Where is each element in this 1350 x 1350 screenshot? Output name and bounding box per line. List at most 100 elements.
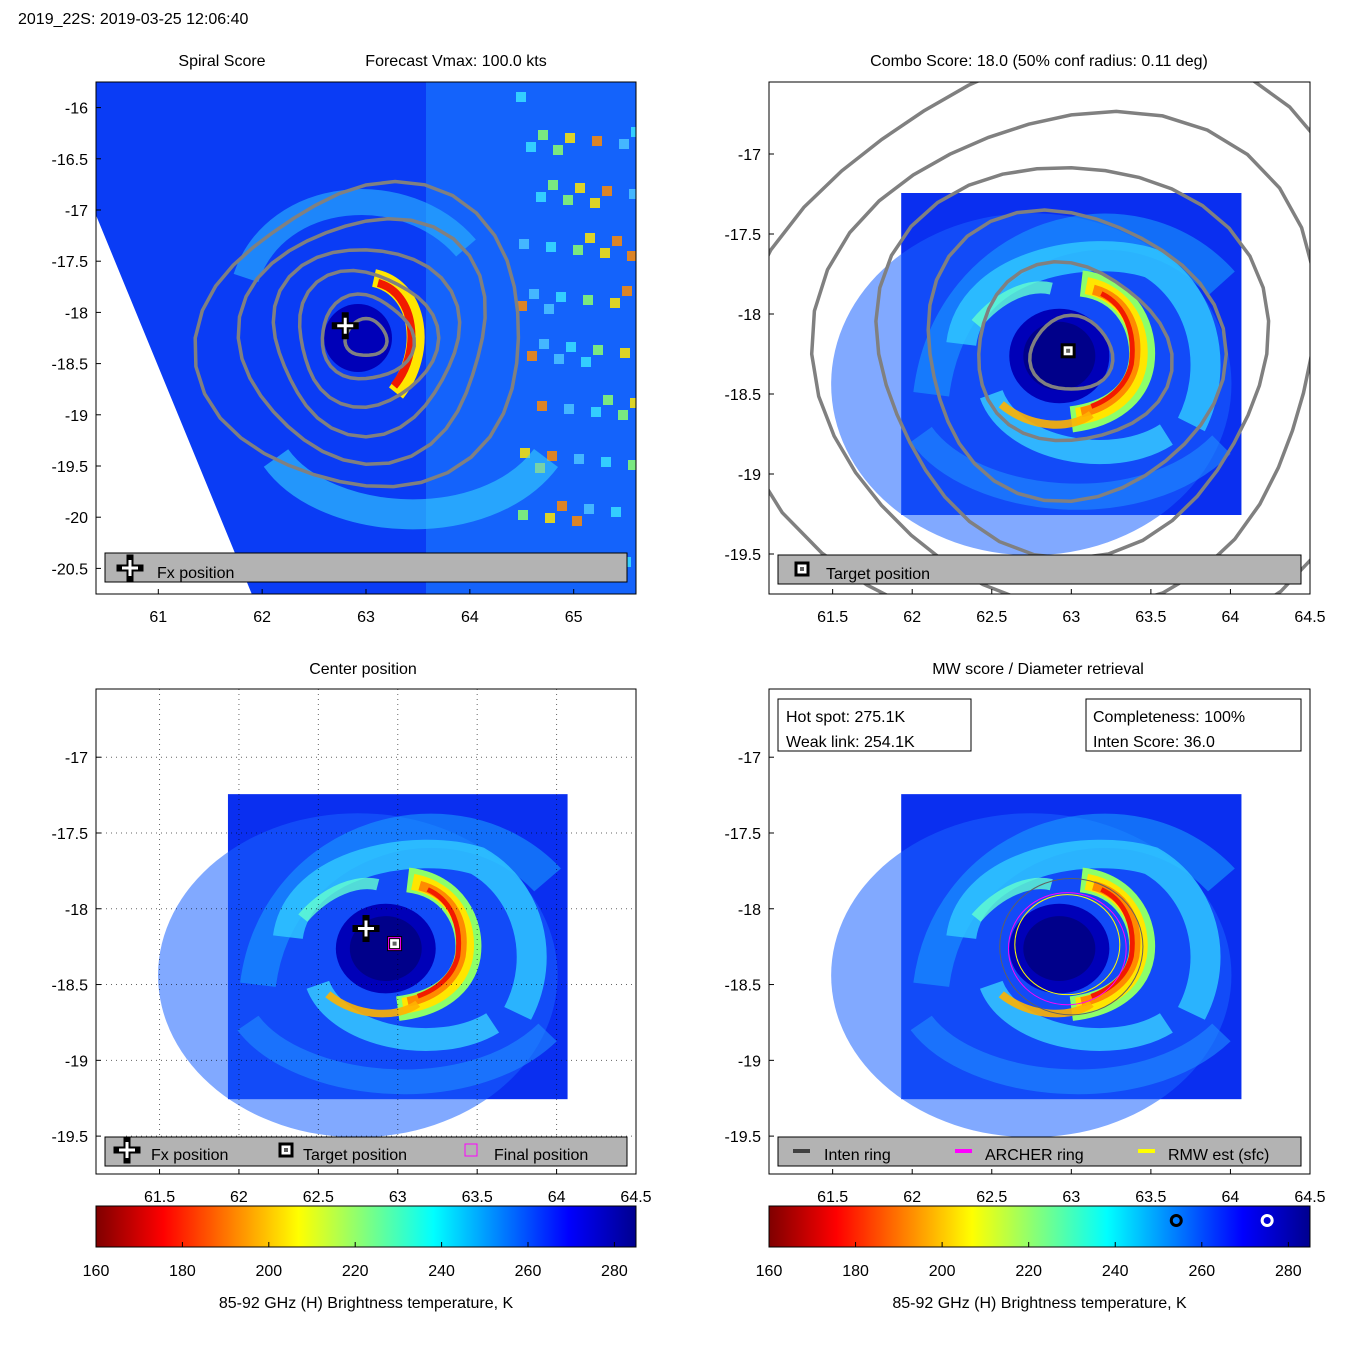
y-tick-label: -19.5 bbox=[52, 459, 89, 476]
y-tick-label: -20.5 bbox=[52, 561, 89, 578]
panel1-subtitle: Forecast Vmax: 100.0 kts bbox=[365, 53, 546, 70]
panel3-legend: Fx position Target position Final position bbox=[104, 1136, 628, 1167]
heatmap-4 bbox=[769, 794, 1241, 1174]
pixel-cell bbox=[619, 139, 629, 149]
colorbar-tick-label: 220 bbox=[1015, 1263, 1042, 1280]
legend-archer-label: ARCHER ring bbox=[985, 1147, 1084, 1164]
x-tick-label: 62 bbox=[903, 609, 921, 626]
pixel-cell bbox=[537, 401, 547, 411]
colorbar-tick-label: 240 bbox=[1102, 1263, 1129, 1280]
y-tick-label: -17.5 bbox=[52, 254, 89, 271]
pixel-cell bbox=[584, 504, 594, 514]
x-tick-label: 61.5 bbox=[144, 1189, 175, 1206]
legend-inten-label: Inten ring bbox=[824, 1147, 891, 1164]
pixel-cell bbox=[526, 142, 536, 152]
contour-line bbox=[193, 179, 521, 489]
x-tick-label: 62 bbox=[253, 609, 271, 626]
rainband bbox=[263, 448, 558, 530]
pixel-cell bbox=[612, 236, 622, 246]
archer-ring bbox=[1007, 892, 1127, 1006]
panel2-title: Combo Score: 18.0 (50% conf radius: 0.11… bbox=[870, 53, 1208, 70]
x-tick-label: 64.5 bbox=[1294, 1189, 1325, 1206]
colorbar-tick-label: 220 bbox=[342, 1263, 369, 1280]
pixel-cell bbox=[536, 192, 546, 202]
plot-frame bbox=[95, 688, 637, 1175]
marker-fill bbox=[119, 1142, 135, 1158]
pixel-cell bbox=[573, 245, 583, 255]
legend-box bbox=[777, 554, 1302, 585]
legend-rmw-label: RMW est (sfc) bbox=[1168, 1147, 1269, 1164]
marker-fill bbox=[337, 317, 354, 334]
annotation-box bbox=[1085, 698, 1302, 752]
pixel-cell bbox=[563, 195, 573, 205]
completeness-box: Completeness: 100% Inten Score: 36.0 bbox=[1085, 698, 1302, 752]
pixel-cell bbox=[519, 239, 529, 249]
pixel-cell bbox=[618, 410, 628, 420]
legend-fx-label: Fx position bbox=[157, 565, 234, 582]
y-tick-label: -19.5 bbox=[725, 547, 762, 564]
no-data-wedge bbox=[96, 215, 252, 594]
y-tick-label: -19.5 bbox=[725, 1129, 762, 1146]
colorbar-2: 160 180 200 220 240 260 280 85-92 GHz (H) Brigh… bbox=[756, 1205, 1311, 1312]
axes-1: 61 62 63 64 65 -16 -16.5 -17 -17.5 -18 -18.5 -19 -19… bbox=[52, 81, 637, 626]
legend-box bbox=[104, 1136, 628, 1167]
colorbar-tick-label: 200 bbox=[255, 1263, 282, 1280]
pixel-cell bbox=[556, 292, 566, 302]
pixel-cell bbox=[600, 248, 610, 258]
target-position-marker bbox=[387, 936, 403, 952]
legend-fx-icon bbox=[113, 1136, 141, 1164]
pixel-cell bbox=[520, 448, 530, 458]
plot-frame bbox=[95, 81, 637, 595]
x-tick-label: 62.5 bbox=[976, 609, 1007, 626]
pixel-cell bbox=[575, 183, 585, 193]
colorbar-tick-label: 280 bbox=[601, 1263, 628, 1280]
colorbar-tick-label: 240 bbox=[428, 1263, 455, 1280]
legend-final-icon bbox=[464, 1143, 478, 1157]
pixel-cell bbox=[601, 457, 611, 467]
fx-position-marker bbox=[352, 914, 380, 942]
pixel-cell bbox=[553, 145, 563, 155]
pixel-cell bbox=[585, 233, 595, 243]
pixel-cell bbox=[581, 357, 591, 367]
pixel-cell bbox=[583, 295, 593, 305]
hot-spot-marker bbox=[1260, 1214, 1274, 1227]
weak-link-text: Weak link: 254.1K bbox=[786, 734, 915, 751]
pixel-cell bbox=[602, 186, 612, 196]
axes-4: 61.5 62 62.5 63 63.5 64 64.5 -17 -17.5 -18 -18.5 -1… bbox=[725, 688, 1326, 1206]
marker-fill bbox=[122, 560, 138, 576]
x-tick-label: 64 bbox=[1222, 1189, 1240, 1206]
hot-spot-text: Hot spot: 275.1K bbox=[786, 709, 906, 726]
x-tick-label: 62 bbox=[230, 1189, 248, 1206]
pixel-cell bbox=[631, 127, 636, 137]
axes-3: 61.5 62 62.5 63 63.5 64 64.5 -17 -17.5 -18 -18.5 -1… bbox=[52, 688, 652, 1206]
pixel-cell bbox=[517, 301, 527, 311]
axes-2: 61.5 62 62.5 63 63.5 64 64.5 -17 -17.5 -18 -18.5 -1… bbox=[725, 81, 1326, 626]
colorbar-label: 85-92 GHz (H) Brightness temperature, K bbox=[219, 1295, 514, 1312]
heatmap-1 bbox=[96, 82, 636, 594]
y-tick-label: -17.5 bbox=[52, 826, 89, 843]
contour-line bbox=[977, 260, 1174, 443]
x-tick-label: 62.5 bbox=[303, 1189, 334, 1206]
annotation-box bbox=[777, 698, 972, 752]
y-tick-label: -19 bbox=[738, 467, 761, 484]
y-tick-label: -17 bbox=[738, 147, 761, 164]
completeness-text: Completeness: 100% bbox=[1093, 709, 1245, 726]
inten-score-text: Inten Score: 36.0 bbox=[1093, 734, 1215, 751]
x-tick-label: 64 bbox=[1222, 609, 1240, 626]
pixel-cell bbox=[557, 501, 567, 511]
y-tick-label: -19 bbox=[65, 1053, 88, 1070]
pixel-cell bbox=[628, 460, 636, 470]
colorbar-tick-label: 180 bbox=[169, 1263, 196, 1280]
x-tick-label: 62 bbox=[903, 1189, 921, 1206]
pixel-cell bbox=[565, 133, 575, 143]
x-tick-label: 64 bbox=[548, 1189, 566, 1206]
colorbar-label: 85-92 GHz (H) Brightness temperature, K bbox=[892, 1295, 1187, 1312]
pixel-cell bbox=[538, 130, 548, 140]
pixel-cell bbox=[622, 286, 632, 296]
y-tick-label: -20 bbox=[65, 510, 88, 527]
pixel-cell bbox=[546, 242, 556, 252]
pixel-cell bbox=[529, 289, 539, 299]
y-tick-label: -18.5 bbox=[725, 978, 762, 995]
legend-target-label: Target position bbox=[303, 1147, 407, 1164]
rmw-ring bbox=[1014, 894, 1121, 996]
